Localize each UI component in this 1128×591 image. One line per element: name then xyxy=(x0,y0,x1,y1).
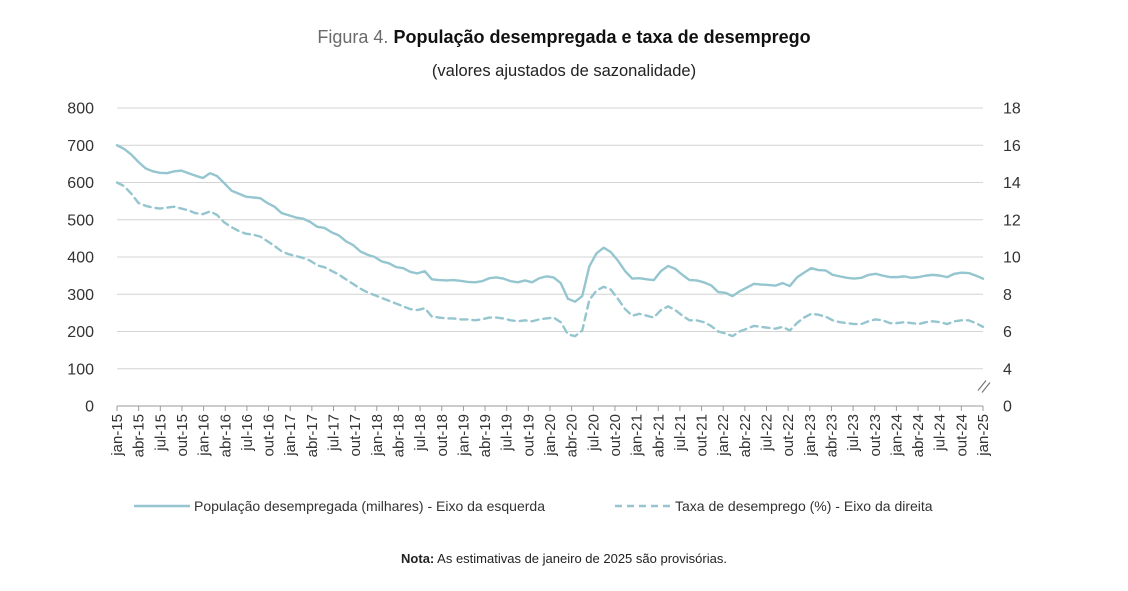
x-tick-label: jul-15 xyxy=(152,414,169,452)
legend-label-solid: População desempregada (milhares) - Eixo… xyxy=(194,498,545,514)
y-axis-right: 0 4 6 8 10 12 14 16 18 xyxy=(977,101,1021,416)
y-right-tick-label: 4 xyxy=(1003,361,1012,378)
y-right-tick-label: 14 xyxy=(1003,175,1021,192)
y-right-tick-label: 0 xyxy=(1003,399,1012,416)
axis-break-mark xyxy=(981,382,991,393)
x-tick-label: jan-20 xyxy=(542,414,559,457)
chart-subtitle: (valores ajustados de sazonalidade) xyxy=(431,62,697,80)
footnote: Nota: As estimativas de janeiro de 2025 … xyxy=(0,551,1128,566)
x-tick-label: abr-20 xyxy=(564,414,581,457)
x-tick-label: jul-23 xyxy=(845,414,862,452)
x-tick-label: jan-15 xyxy=(109,414,126,457)
x-tick-label: out-22 xyxy=(780,414,797,457)
y-left-tick-label: 800 xyxy=(67,101,94,118)
x-tick-label: abr-18 xyxy=(390,414,407,457)
y-left-tick-label: 400 xyxy=(67,250,94,267)
legend-label-dashed: Taxa de desemprego (%) - Eixo da direita xyxy=(675,498,933,514)
footnote-label: Nota: xyxy=(401,551,435,566)
x-tick-label: jul-24 xyxy=(932,414,949,452)
axis-break-mark xyxy=(977,380,987,391)
y-right-tick-label: 8 xyxy=(1003,287,1012,304)
y-right-tick-label: 10 xyxy=(1003,250,1021,267)
x-tick-label: jul-19 xyxy=(499,414,516,452)
chart-title-main: População desempregada e taxa de desempr… xyxy=(393,27,811,47)
x-tick-label: out-21 xyxy=(694,414,711,457)
x-tick-label: abr-23 xyxy=(823,414,840,457)
x-tick-label: abr-15 xyxy=(131,414,148,457)
footnote-text: As estimativas de janeiro de 2025 são pr… xyxy=(434,551,727,566)
y-right-tick-label: 18 xyxy=(1003,101,1021,118)
x-tick-label: jan-17 xyxy=(282,414,299,457)
x-tick-label: abr-21 xyxy=(650,414,667,457)
y-left-tick-label: 200 xyxy=(67,324,94,341)
x-tick-label: jul-21 xyxy=(672,414,689,452)
x-tick-label: jan-22 xyxy=(715,414,732,457)
x-tick-label: jan-21 xyxy=(629,414,646,457)
series-lines xyxy=(115,144,985,338)
x-tick-label: jan-16 xyxy=(196,414,213,457)
y-left-tick-label: 100 xyxy=(67,361,94,378)
legend: População desempregada (milhares) - Eixo… xyxy=(134,498,933,514)
x-tick-label: jul-18 xyxy=(412,414,429,452)
y-right-tick-label: 12 xyxy=(1003,212,1021,229)
x-tick-label: jan-18 xyxy=(369,414,386,457)
x-tick-label: abr-19 xyxy=(477,414,494,457)
x-tick-label: out-23 xyxy=(867,414,884,457)
x-tick-label: jul-20 xyxy=(585,414,602,452)
x-tick-label: abr-22 xyxy=(737,414,754,457)
x-tick-label: out-16 xyxy=(261,414,278,457)
y-axis-left: 0 100 200 300 400 500 600 700 800 xyxy=(67,101,94,416)
x-tick-label: jan-19 xyxy=(455,414,472,457)
x-tick-label: jul-22 xyxy=(759,414,776,452)
y-left-tick-label: 300 xyxy=(67,287,94,304)
x-tick-label: out-20 xyxy=(607,414,624,457)
x-tick-label: abr-16 xyxy=(217,414,234,457)
y-left-tick-label: 600 xyxy=(67,175,94,192)
x-axis: jan-15 abr-15 jul-15 out-15 jan-16 abr-16 jul-… xyxy=(109,406,992,457)
line-chart: 0 100 200 300 400 500 600 700 800 0 4 6 8 10 12 14 16 18… xyxy=(67,101,1021,515)
series-line-unemployment-rate xyxy=(115,181,985,338)
x-tick-label: jan-23 xyxy=(802,414,819,457)
x-tick-label: out-15 xyxy=(174,414,191,457)
series-line-unemployed-population xyxy=(115,144,985,303)
x-tick-label: jan-24 xyxy=(888,414,905,457)
grid-lines xyxy=(117,107,983,407)
x-tick-label: out-17 xyxy=(347,414,364,457)
y-right-tick-label: 16 xyxy=(1003,138,1021,155)
x-tick-label: jul-17 xyxy=(326,414,343,452)
y-left-tick-label: 700 xyxy=(67,138,94,155)
chart-title: Figura 4. População desempregada e taxa … xyxy=(0,27,1128,48)
x-tick-label: out-18 xyxy=(434,414,451,457)
y-right-tick-label: 6 xyxy=(1003,324,1012,341)
x-tick-label: jan-25 xyxy=(975,414,992,457)
x-tick-label: abr-24 xyxy=(910,414,927,457)
x-tick-label: abr-17 xyxy=(304,414,321,457)
chart-title-prefix: Figura 4. xyxy=(317,27,389,47)
x-tick-label: out-19 xyxy=(520,414,537,457)
x-tick-label: out-24 xyxy=(953,414,970,457)
x-tick-label: jul-16 xyxy=(239,414,256,452)
y-left-tick-label: 0 xyxy=(85,399,94,416)
y-left-tick-label: 500 xyxy=(67,212,94,229)
